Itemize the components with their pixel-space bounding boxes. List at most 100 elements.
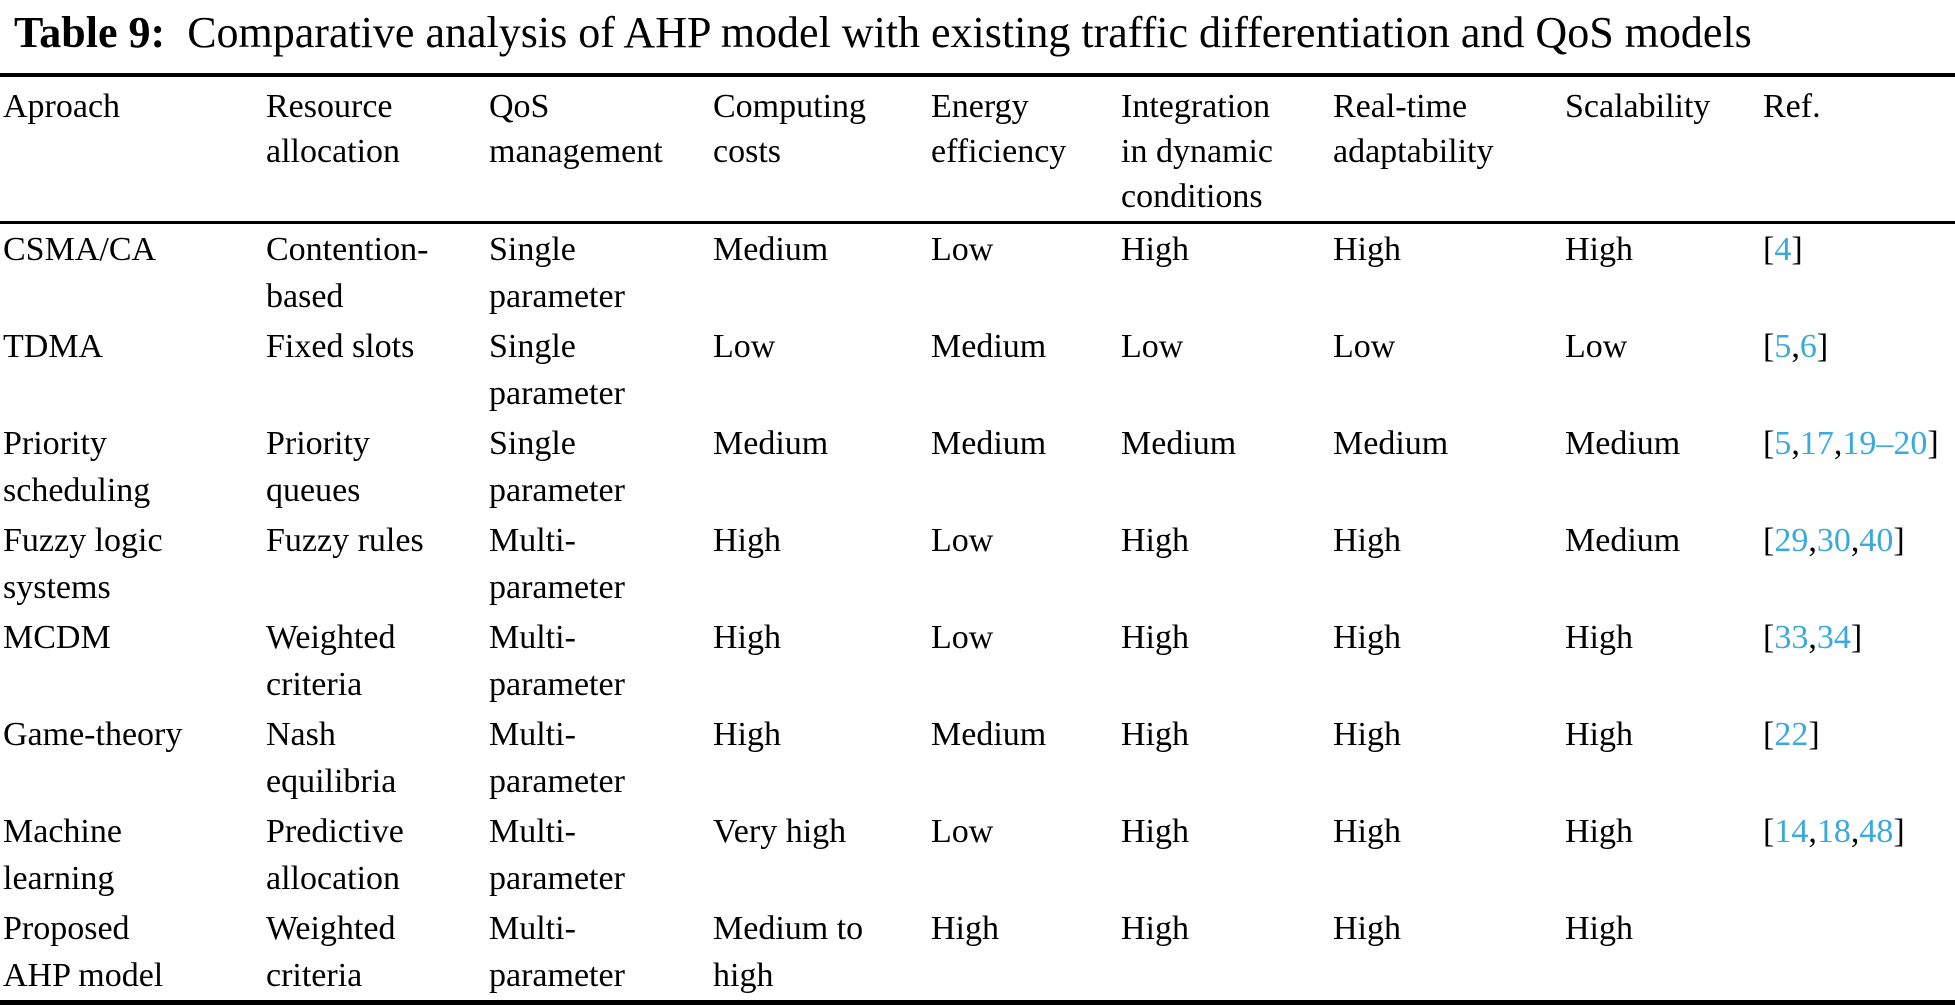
column-header-1: Resource allocation xyxy=(263,75,486,224)
ref-punctuation: [ xyxy=(1763,813,1775,850)
table-row-2: Priority scheduling Priority queues Single… xyxy=(0,418,1955,515)
table-cell: High xyxy=(931,910,999,947)
ref-cell: [22] xyxy=(1760,709,1955,806)
table-cell: High xyxy=(1121,231,1189,268)
citation-link[interactable]: 18 xyxy=(1816,813,1851,850)
citation-link[interactable]: 19–20 xyxy=(1842,425,1928,462)
table-cell: Medium xyxy=(931,328,1047,365)
table-row-1: TDMA Fixed slots Single parameter Low Medium… xyxy=(0,321,1955,418)
table-cell: High xyxy=(1565,231,1633,268)
citation-link[interactable]: 34 xyxy=(1816,619,1851,656)
table-cell: Priority scheduling xyxy=(3,425,151,509)
table-cell: Single parameter xyxy=(489,425,625,509)
table-cell: Low xyxy=(1121,328,1184,365)
ref-cell: [33,34] xyxy=(1760,612,1955,709)
ref-punctuation: ] xyxy=(1893,813,1905,850)
table-cell: High xyxy=(713,522,781,559)
table-cell: Multi- parameter xyxy=(489,522,625,606)
ref-punctuation: , xyxy=(1791,425,1800,462)
citation-link[interactable]: 33 xyxy=(1774,619,1809,656)
table-cell: Multi- parameter xyxy=(489,619,625,703)
citation-link[interactable]: 30 xyxy=(1816,522,1851,559)
table-cell: High xyxy=(1565,813,1633,850)
table-row-5: Game-theory Nash equilibria Multi- paramet… xyxy=(0,709,1955,806)
table-cell: Low xyxy=(931,619,994,656)
table-cell: Machine learning xyxy=(3,813,122,897)
table-cell: High xyxy=(1565,910,1633,947)
table-caption-label: Table 9: xyxy=(14,8,166,57)
table-cell: Contention- based xyxy=(266,231,429,315)
table-cell: Predictive allocation xyxy=(266,813,404,897)
table-cell: Very high xyxy=(713,813,847,850)
table-cell: Game-theory xyxy=(3,716,183,753)
citation-link[interactable]: 5 xyxy=(1774,425,1792,462)
ref-punctuation: ] xyxy=(1927,425,1939,462)
table-cell: Medium xyxy=(931,425,1047,462)
table-caption: Table 9: Comparative analysis of AHP mod… xyxy=(0,0,1955,60)
ref-punctuation: , xyxy=(1850,813,1860,850)
citation-link[interactable]: 29 xyxy=(1774,522,1809,559)
ref-punctuation: , xyxy=(1808,619,1817,656)
table-cell: High xyxy=(1333,522,1401,559)
citation-link[interactable]: 14 xyxy=(1774,813,1809,850)
table-cell: Medium xyxy=(1565,522,1681,559)
table-cell: High xyxy=(1333,813,1401,850)
citation-link[interactable]: 6 xyxy=(1799,328,1817,365)
table-cell: Low xyxy=(1565,328,1628,365)
table-cell: High xyxy=(1333,910,1401,947)
ref-punctuation: , xyxy=(1850,522,1860,559)
table-cell: Low xyxy=(931,522,994,559)
table-cell: MCDM xyxy=(3,619,111,656)
ref-cell xyxy=(1760,903,1955,1003)
column-header-5: Integration in dynamic conditions xyxy=(1118,75,1330,224)
citation-link[interactable]: 5 xyxy=(1774,328,1792,365)
ref-punctuation: ] xyxy=(1850,619,1863,656)
table-cell: High xyxy=(713,619,781,656)
citation-link[interactable]: 22 xyxy=(1774,716,1809,753)
table-cell: Single parameter xyxy=(489,328,625,412)
citation-link[interactable]: 4 xyxy=(1774,231,1792,268)
table-cell: Priority queues xyxy=(266,425,370,509)
table-cell: Low xyxy=(931,813,994,850)
ref-punctuation: , xyxy=(1808,813,1817,850)
table-row-4: MCDM Weighted criteria Multi- parameter Hig… xyxy=(0,612,1955,709)
ref-cell: [14,18,48] xyxy=(1760,806,1955,903)
table-cell: Low xyxy=(931,231,994,268)
column-header-6: Real-time adaptability xyxy=(1330,75,1562,224)
ref-cell: [5,17,19–20] xyxy=(1760,418,1955,515)
comparison-table: Aproach Resource allocation QoS management… xyxy=(0,73,1955,1005)
table-cell: Medium xyxy=(1121,425,1237,462)
table-caption-text xyxy=(176,8,187,57)
table-cell: Medium xyxy=(713,425,829,462)
ref-punctuation: ] xyxy=(1816,328,1829,365)
table-row-0: CSMA/CA Contention- based Single parameter… xyxy=(0,223,1955,322)
table-cell: High xyxy=(1565,619,1633,656)
ref-punctuation: [ xyxy=(1763,522,1775,559)
table-row-7: Proposed AHP model Weighted criteria Multi… xyxy=(0,903,1955,1003)
table-cell: Medium to high xyxy=(713,910,864,994)
citation-link[interactable]: 17 xyxy=(1799,425,1834,462)
table-cell: High xyxy=(1121,619,1189,656)
table-cell: Medium xyxy=(713,231,829,268)
table-header-row: Aproach Resource allocation QoS management… xyxy=(0,75,1955,224)
ref-cell: [5,6] xyxy=(1760,321,1955,418)
column-header-8: Ref. xyxy=(1760,75,1955,224)
ref-punctuation: [ xyxy=(1763,231,1775,268)
table-cell: High xyxy=(1333,716,1401,753)
ref-punctuation: , xyxy=(1808,522,1817,559)
ref-punctuation: [ xyxy=(1763,425,1775,462)
table-cell: Nash equilibria xyxy=(266,716,397,800)
ref-punctuation: [ xyxy=(1763,619,1775,656)
column-header-2: QoS management xyxy=(486,75,710,224)
citation-link[interactable]: 40 xyxy=(1859,522,1894,559)
citation-link[interactable]: 48 xyxy=(1859,813,1894,850)
column-header-0: Aproach xyxy=(0,75,263,224)
ref-punctuation: [ xyxy=(1763,328,1775,365)
table-cell: High xyxy=(1565,716,1633,753)
table-cell: Single parameter xyxy=(489,231,625,315)
table-cell: Fuzzy rules xyxy=(266,522,424,559)
table-cell: High xyxy=(713,716,781,753)
table-cell: High xyxy=(1121,813,1189,850)
ref-cell: [4] xyxy=(1760,223,1955,322)
table-cell: Weighted criteria xyxy=(266,619,396,703)
